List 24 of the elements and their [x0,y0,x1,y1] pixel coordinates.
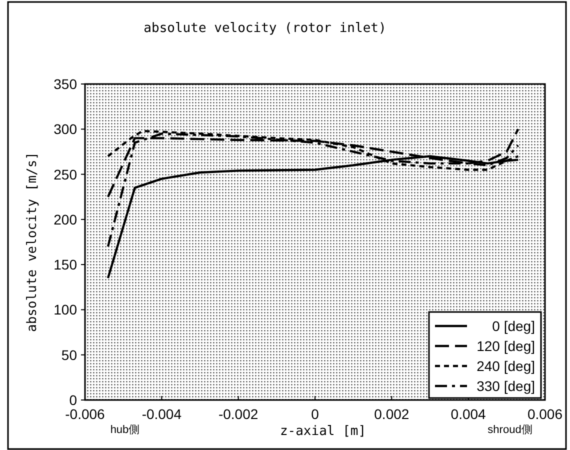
x-tick-label: 0.006 [527,406,563,422]
x-tick-label: -0.002 [218,406,258,422]
y-tick-label: 50 [61,346,78,363]
x-tick-label: -0.004 [142,406,182,422]
y-tick-label: 300 [54,121,78,138]
text: shroud側 [488,424,532,436]
text: hub側 [110,424,140,436]
x-tick-label: 0.004 [450,406,486,422]
legend-label: 0 [deg] [492,318,535,334]
x-tick-label: 0.002 [374,406,410,422]
y-tick-label: 200 [54,211,78,228]
y-axis-title: absolute velocity [m/s] [25,152,40,332]
y-tick-label: 0 [69,392,78,408]
x-tick-label: 0 [311,406,320,422]
y-tick-label: 250 [54,166,78,182]
y-tick-label: 150 [54,256,78,273]
x-tick-label: -0.006 [65,406,106,422]
x-axis-title: z-axial [m] [280,424,366,439]
legend-label: 330 [deg] [476,378,535,394]
legend-label: 120 [deg] [476,338,535,354]
legend-label: 240 [deg] [476,358,535,374]
y-tick-label: 350 [54,76,78,92]
chart-title: absolute velocity (rotor inlet) [144,21,386,36]
y-tick-label: 100 [54,302,78,318]
